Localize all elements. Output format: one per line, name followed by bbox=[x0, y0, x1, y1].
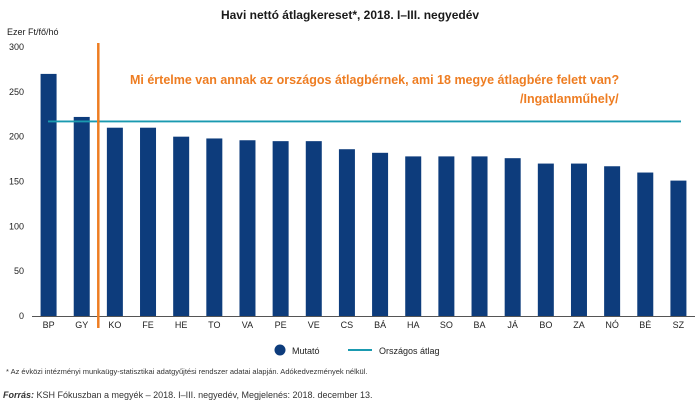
x-tick-label: JÁ bbox=[507, 320, 518, 330]
x-tick-label: VE bbox=[308, 320, 320, 330]
legend-label-mutato: Mutató bbox=[292, 346, 320, 356]
annotation: Mi értelme van annak az országos átlagbé… bbox=[130, 71, 630, 109]
x-tick-label: TO bbox=[208, 320, 220, 330]
y-tick-label: 150 bbox=[9, 177, 24, 187]
x-tick-label: PE bbox=[275, 320, 287, 330]
y-axis-label: Ezer Ft/fő/hó bbox=[7, 27, 59, 37]
bar-bp bbox=[40, 73, 57, 317]
x-tick-label: ZA bbox=[573, 320, 585, 330]
bar-bo bbox=[537, 163, 554, 316]
x-tick-label: HE bbox=[175, 320, 188, 330]
annotation-line-2: /Ingatlanműhely/ bbox=[520, 92, 619, 106]
legend-marker-mutato bbox=[274, 344, 286, 356]
chart-title: Havi nettó átlagkereset*, 2018. I–III. n… bbox=[220, 8, 480, 22]
source-text: KSH Fókuszban a megyék – 2018. I–III. ne… bbox=[34, 390, 373, 400]
bar-nó bbox=[604, 166, 621, 316]
x-tick-label: CS bbox=[341, 320, 354, 330]
bar-va bbox=[239, 140, 256, 316]
y-tick-label: 50 bbox=[14, 266, 24, 276]
bar-gy bbox=[73, 116, 90, 316]
source-note: Forrás: KSH Fókuszban a megyék – 2018. I… bbox=[3, 390, 373, 400]
x-tick-label: NÓ bbox=[605, 320, 619, 330]
x-tick-label: BÉ bbox=[639, 320, 651, 330]
bar-to bbox=[206, 138, 223, 316]
x-tick-label: KO bbox=[108, 320, 121, 330]
source-label: Forrás: bbox=[3, 390, 35, 400]
annotation-line-1: Mi értelme van annak az országos átlagbé… bbox=[130, 73, 620, 87]
bar-he bbox=[173, 136, 190, 316]
x-tick-label: FE bbox=[142, 320, 154, 330]
bar-bá bbox=[372, 152, 389, 316]
y-tick-label: 250 bbox=[9, 87, 24, 97]
bar-ba bbox=[471, 156, 488, 316]
x-tick-label: GY bbox=[75, 320, 88, 330]
x-tick-label: VA bbox=[242, 320, 253, 330]
x-tick-label: BA bbox=[474, 320, 486, 330]
bar-so bbox=[438, 156, 455, 316]
bar-bé bbox=[637, 172, 654, 316]
y-tick-label: 200 bbox=[9, 132, 24, 142]
x-tick-label: SZ bbox=[673, 320, 685, 330]
y-tick-label: 300 bbox=[9, 42, 24, 52]
bar-cs bbox=[338, 149, 355, 316]
bar-pe bbox=[272, 141, 289, 316]
bar-ha bbox=[405, 156, 422, 316]
bar-fe bbox=[140, 127, 157, 316]
x-tick-label: BO bbox=[539, 320, 552, 330]
bar-já bbox=[504, 158, 521, 316]
x-tick-label: HA bbox=[407, 320, 420, 330]
footnote: * Az évközi intézményi munkaügy-statiszt… bbox=[6, 367, 368, 376]
x-tick-label: SO bbox=[440, 320, 453, 330]
x-tick-label: BÁ bbox=[374, 320, 386, 330]
bar-ve bbox=[305, 141, 322, 316]
bar-ko bbox=[106, 127, 123, 316]
bar-za bbox=[570, 163, 587, 316]
bar-sz bbox=[670, 180, 687, 316]
y-tick-label: 100 bbox=[9, 221, 24, 231]
y-tick-label: 0 bbox=[19, 311, 24, 321]
legend-label-orszagos-atlag: Országos átlag bbox=[379, 346, 440, 356]
x-tick-label: BP bbox=[43, 320, 55, 330]
